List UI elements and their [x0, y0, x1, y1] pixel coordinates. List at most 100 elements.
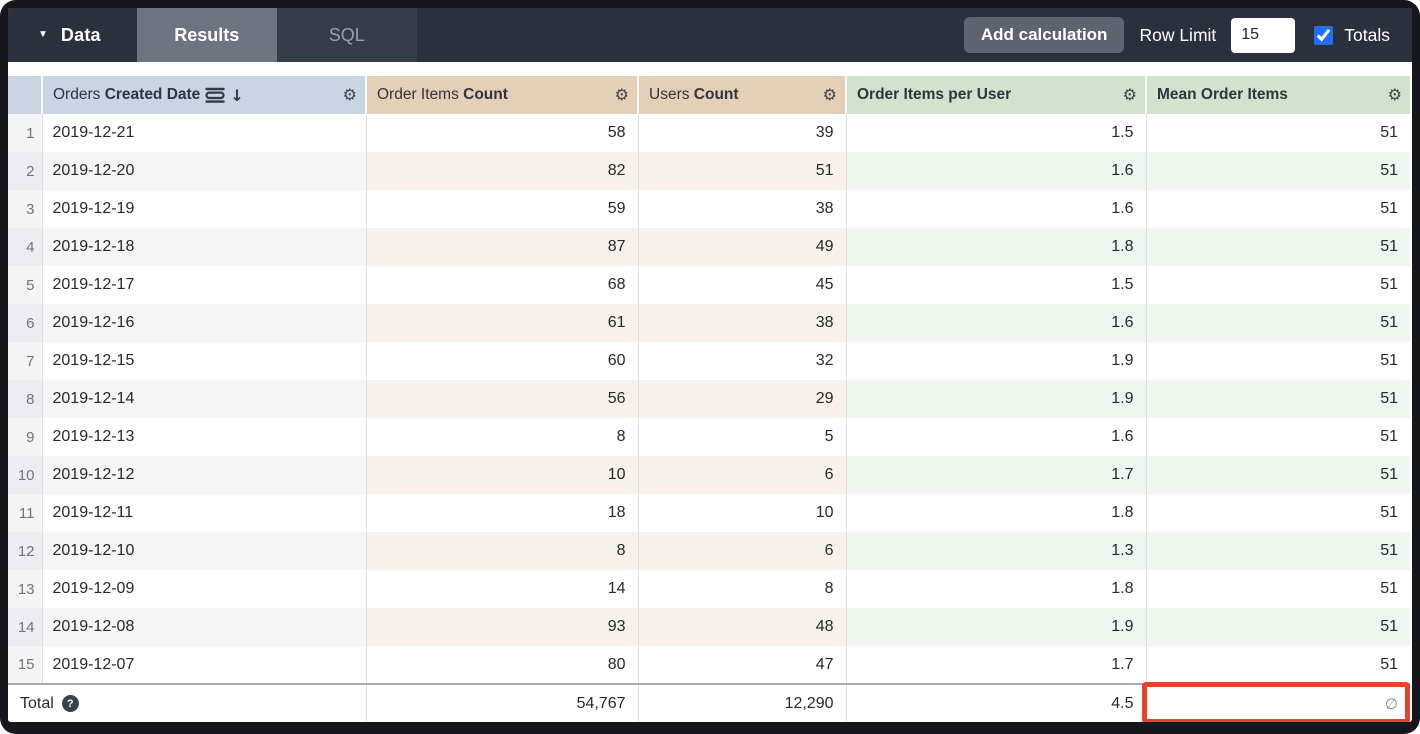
cell-order-items-count[interactable]: 80 [365, 646, 638, 684]
tab-sql[interactable]: SQL [276, 8, 417, 62]
help-icon[interactable]: ? [61, 695, 79, 712]
cell-order-items-count[interactable]: 68 [365, 266, 638, 304]
cell-mean-order-items[interactable]: 51 [1145, 304, 1410, 342]
cell-order-items-per-user[interactable]: 1.8 [845, 228, 1146, 266]
cell-order-items-per-user[interactable]: 1.3 [845, 532, 1146, 570]
data-menu-toggle[interactable]: ▼ Data [8, 8, 137, 62]
sort-desc-arrow-icon[interactable]: ↓ [230, 85, 244, 105]
cell-users-count[interactable]: 8 [637, 570, 846, 608]
cell-orders-created-date[interactable]: 2019-12-14 [41, 380, 366, 418]
column-gear-icon[interactable]: ⚙ [614, 85, 629, 104]
cell-order-items-per-user[interactable]: 1.9 [845, 608, 1146, 646]
cell-mean-order-items[interactable]: 51 [1145, 266, 1410, 304]
table-row: 11 2019-12-11 18 10 1.8 51 [8, 494, 1410, 532]
cell-users-count[interactable]: 48 [637, 608, 846, 646]
column-gear-icon[interactable]: ⚙ [822, 85, 837, 104]
cell-users-count[interactable]: 47 [637, 646, 846, 684]
cell-orders-created-date[interactable]: 2019-12-16 [41, 304, 366, 342]
cell-order-items-count[interactable]: 61 [365, 304, 638, 342]
cell-orders-created-date[interactable]: 2019-12-17 [41, 266, 366, 304]
cell-order-items-count[interactable]: 87 [365, 228, 638, 266]
cell-mean-order-items[interactable]: 51 [1145, 418, 1410, 456]
cell-order-items-per-user[interactable]: 1.8 [845, 494, 1146, 532]
column-header-orders-created-date[interactable]: Orders Created Date ↓ [41, 76, 366, 114]
cell-mean-order-items[interactable]: 51 [1145, 494, 1410, 532]
cell-mean-order-items[interactable]: 51 [1145, 152, 1410, 190]
cell-order-items-count[interactable]: 82 [365, 152, 638, 190]
totals-checkbox[interactable] [1314, 25, 1334, 45]
cell-order-items-per-user[interactable]: 1.6 [845, 152, 1146, 190]
cell-order-items-per-user[interactable]: 1.5 [845, 266, 1146, 304]
cell-users-count[interactable]: 5 [637, 418, 846, 456]
cell-users-count[interactable]: 6 [637, 532, 846, 570]
cell-users-count[interactable]: 49 [637, 228, 846, 266]
cell-mean-order-items[interactable]: 51 [1145, 570, 1410, 608]
cell-users-count[interactable]: 10 [637, 494, 846, 532]
cell-mean-order-items[interactable]: 51 [1145, 646, 1410, 684]
cell-order-items-count[interactable]: 8 [365, 418, 638, 456]
cell-mean-order-items[interactable]: 51 [1145, 380, 1410, 418]
subtotal-rows-icon[interactable] [205, 86, 226, 104]
cell-orders-created-date[interactable]: 2019-12-21 [41, 114, 366, 152]
cell-mean-order-items[interactable]: 51 [1145, 228, 1410, 266]
add-calculation-button[interactable]: Add calculation [963, 17, 1125, 53]
row-number-cell: 3 [8, 190, 42, 228]
cell-users-count[interactable]: 6 [637, 456, 846, 494]
cell-order-items-count[interactable]: 18 [365, 494, 638, 532]
cell-order-items-count[interactable]: 10 [365, 456, 638, 494]
cell-order-items-per-user[interactable]: 1.5 [845, 114, 1146, 152]
cell-users-count[interactable]: 38 [637, 304, 846, 342]
column-gear-icon[interactable]: ⚙ [1122, 85, 1137, 104]
cell-order-items-count[interactable]: 60 [365, 342, 638, 380]
cell-order-items-per-user[interactable]: 1.9 [845, 342, 1146, 380]
totals-users-count-cell[interactable]: 12,290 [637, 683, 846, 722]
row-limit-input[interactable] [1231, 17, 1296, 53]
column-header-mean-order-items[interactable]: Mean Order Items ⚙ [1145, 76, 1410, 114]
cell-order-items-per-user[interactable]: 1.7 [845, 456, 1146, 494]
totals-mean-order-items-cell[interactable]: ∅ [1145, 683, 1410, 722]
cell-order-items-count[interactable]: 14 [365, 570, 638, 608]
cell-orders-created-date[interactable]: 2019-12-20 [41, 152, 366, 190]
cell-mean-order-items[interactable]: 51 [1145, 342, 1410, 380]
cell-order-items-count[interactable]: 8 [365, 532, 638, 570]
cell-order-items-count[interactable]: 93 [365, 608, 638, 646]
cell-orders-created-date[interactable]: 2019-12-12 [41, 456, 366, 494]
cell-order-items-per-user[interactable]: 1.7 [845, 646, 1146, 684]
cell-orders-created-date[interactable]: 2019-12-09 [41, 570, 366, 608]
cell-users-count[interactable]: 32 [637, 342, 846, 380]
cell-orders-created-date[interactable]: 2019-12-18 [41, 228, 366, 266]
cell-users-count[interactable]: 38 [637, 190, 846, 228]
totals-order-items-count-cell[interactable]: 54,767 [365, 683, 638, 722]
cell-order-items-count[interactable]: 58 [365, 114, 638, 152]
cell-order-items-count[interactable]: 59 [365, 190, 638, 228]
cell-users-count[interactable]: 51 [637, 152, 846, 190]
cell-mean-order-items[interactable]: 51 [1145, 532, 1410, 570]
cell-mean-order-items[interactable]: 51 [1145, 456, 1410, 494]
cell-mean-order-items[interactable]: 51 [1145, 114, 1410, 152]
column-header-order-items-per-user[interactable]: Order Items per User ⚙ [845, 76, 1146, 114]
cell-mean-order-items[interactable]: 51 [1145, 608, 1410, 646]
column-header-order-items-count[interactable]: Order Items Count ⚙ [365, 76, 638, 114]
cell-orders-created-date[interactable]: 2019-12-13 [41, 418, 366, 456]
column-header-users-count[interactable]: Users Count ⚙ [637, 76, 846, 114]
cell-users-count[interactable]: 29 [637, 380, 846, 418]
cell-order-items-per-user[interactable]: 1.8 [845, 570, 1146, 608]
cell-order-items-per-user[interactable]: 1.6 [845, 418, 1146, 456]
cell-orders-created-date[interactable]: 2019-12-19 [41, 190, 366, 228]
cell-orders-created-date[interactable]: 2019-12-11 [41, 494, 366, 532]
totals-order-items-per-user-cell[interactable]: 4.5 [845, 683, 1146, 722]
cell-order-items-per-user[interactable]: 1.9 [845, 380, 1146, 418]
cell-orders-created-date[interactable]: 2019-12-10 [41, 532, 366, 570]
cell-mean-order-items[interactable]: 51 [1145, 190, 1410, 228]
cell-order-items-per-user[interactable]: 1.6 [845, 190, 1146, 228]
cell-orders-created-date[interactable]: 2019-12-08 [41, 608, 366, 646]
column-gear-icon[interactable]: ⚙ [1387, 85, 1402, 104]
cell-order-items-per-user[interactable]: 1.6 [845, 304, 1146, 342]
column-gear-icon[interactable]: ⚙ [342, 85, 357, 104]
cell-users-count[interactable]: 39 [637, 114, 846, 152]
cell-order-items-count[interactable]: 56 [365, 380, 638, 418]
tab-results[interactable]: Results [136, 8, 277, 62]
cell-orders-created-date[interactable]: 2019-12-07 [41, 646, 366, 684]
cell-orders-created-date[interactable]: 2019-12-15 [41, 342, 366, 380]
cell-users-count[interactable]: 45 [637, 266, 846, 304]
